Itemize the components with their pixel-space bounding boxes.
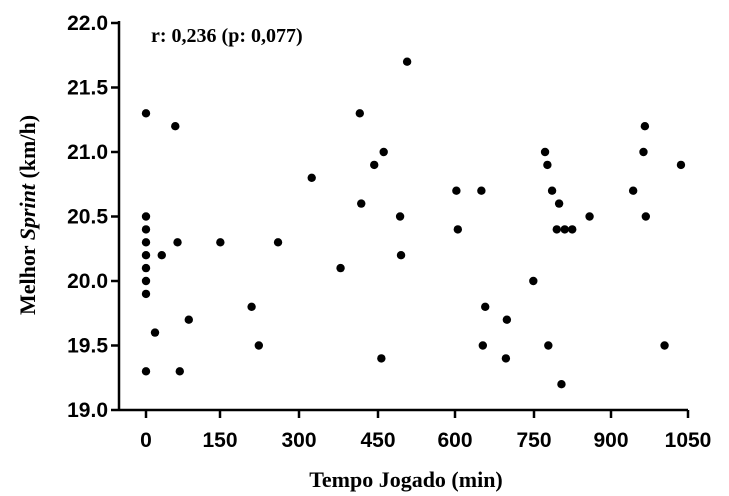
- data-point: [543, 160, 552, 170]
- data-point: [357, 199, 366, 208]
- data-point: [377, 354, 386, 363]
- data-point: [173, 238, 182, 247]
- y-tick-label: 22.0: [67, 12, 108, 35]
- data-point: [453, 225, 463, 234]
- data-point: [660, 341, 669, 350]
- y-tick-label: 20.0: [67, 270, 108, 293]
- x-tick-label: 900: [593, 429, 628, 452]
- data-point: [628, 186, 638, 195]
- data-point: [481, 302, 490, 311]
- correlation-annotation: r: 0,236 (p: 0,077): [151, 25, 303, 47]
- x-tick-label: 450: [360, 429, 395, 452]
- data-point: [395, 212, 405, 221]
- y-tick-label: 19.5: [67, 335, 108, 358]
- data-point: [141, 276, 151, 286]
- data-point: [560, 225, 569, 234]
- data-point: [141, 225, 151, 234]
- y-axis-title: Melhor Sprint (km/h): [15, 115, 40, 315]
- y-tick-label: 19.0: [67, 399, 108, 422]
- data-point: [568, 225, 577, 234]
- data-point: [452, 186, 461, 195]
- data-point: [585, 212, 594, 221]
- x-tick-label: 600: [437, 429, 472, 452]
- y-axis-title-part-2: Sprint: [15, 183, 40, 240]
- data-point: [402, 57, 412, 66]
- data-point: [477, 186, 486, 195]
- data-point: [171, 122, 180, 131]
- data-point: [557, 380, 566, 389]
- data-point: [540, 147, 550, 157]
- data-point: [141, 263, 151, 273]
- y-tick-label: 21.0: [67, 141, 108, 164]
- data-point: [247, 302, 256, 311]
- data-point: [175, 367, 184, 376]
- data-point: [157, 251, 166, 260]
- data-point: [141, 289, 151, 299]
- data-points: [141, 57, 686, 389]
- data-point: [307, 173, 316, 182]
- x-tick-label: 750: [516, 429, 551, 452]
- data-point: [216, 238, 225, 247]
- data-point: [676, 160, 686, 170]
- data-point: [639, 147, 648, 157]
- data-point: [336, 263, 345, 273]
- data-point: [370, 160, 379, 170]
- x-tick-label: 300: [281, 429, 316, 452]
- y-tick-label: 21.5: [67, 77, 108, 100]
- y-axis-title-part-3: (km/h): [15, 115, 40, 184]
- data-point: [150, 328, 160, 337]
- data-point: [141, 212, 151, 221]
- data-point: [141, 367, 151, 376]
- data-point: [544, 341, 553, 350]
- x-tick-label: 150: [202, 429, 237, 452]
- data-point: [501, 354, 511, 363]
- y-axis-title-part-1: Melhor: [15, 240, 40, 315]
- data-point: [529, 276, 538, 286]
- y-tick-label: 20.5: [67, 206, 108, 229]
- data-point: [478, 341, 488, 350]
- data-point: [141, 109, 151, 118]
- x-axis-title: Tempo Jogado (min): [309, 467, 503, 492]
- x-tick-labels: 0 150 300 450 600 750 900 1050: [140, 429, 711, 452]
- data-point: [141, 238, 151, 247]
- axes: [111, 21, 690, 418]
- x-tick-label: 0: [140, 429, 152, 452]
- data-point: [554, 199, 564, 208]
- data-point: [254, 341, 264, 350]
- data-point: [502, 315, 512, 324]
- data-point: [641, 212, 651, 221]
- data-point: [141, 251, 151, 260]
- data-point: [552, 225, 561, 234]
- data-point: [355, 109, 364, 118]
- data-point: [379, 147, 388, 157]
- data-point: [273, 238, 283, 247]
- data-point: [547, 186, 557, 195]
- x-tick-label: 1050: [665, 429, 712, 452]
- data-point: [184, 315, 193, 324]
- y-tick-labels: 19.0 19.5 20.0 20.5 21.0 21.5 22.0: [67, 12, 108, 422]
- data-point: [396, 251, 406, 260]
- data-point: [640, 122, 650, 131]
